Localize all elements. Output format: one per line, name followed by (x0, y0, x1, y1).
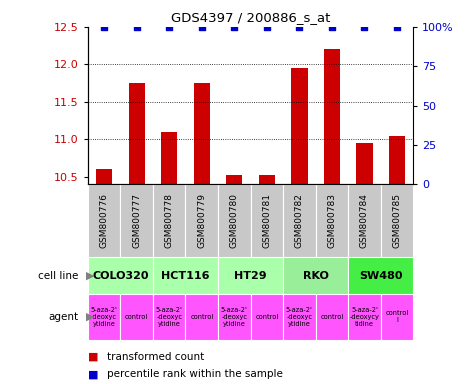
Point (230, 24, 238, 30)
Text: GSM800785: GSM800785 (392, 193, 401, 248)
Bar (291, 68, 307, 184)
Text: 5-aza-2'
-deoxyc
ytidine: 5-aza-2' -deoxyc ytidine (286, 307, 313, 327)
Point (263, 24, 271, 30)
Point (295, 24, 303, 30)
Bar (218, 257, 283, 294)
Text: ▶: ▶ (86, 270, 94, 281)
Text: GSM800777: GSM800777 (132, 193, 141, 248)
Text: GSM800783: GSM800783 (327, 193, 336, 248)
Bar (153, 257, 218, 294)
Text: GSM800784: GSM800784 (360, 194, 369, 248)
Bar (259, 175, 275, 184)
Text: COLO320: COLO320 (92, 270, 149, 281)
Bar (129, 83, 145, 184)
Text: 5-aza-2'
-deoxyc
ytidine: 5-aza-2' -deoxyc ytidine (91, 307, 118, 327)
Text: transformed count: transformed count (107, 352, 204, 362)
Bar (226, 175, 242, 184)
Bar (283, 257, 348, 294)
Bar (121, 294, 153, 340)
Bar (316, 184, 348, 257)
Bar (96, 169, 112, 184)
Bar (348, 294, 381, 340)
Text: cell line: cell line (38, 270, 78, 281)
Bar (283, 184, 316, 257)
Bar (356, 143, 372, 184)
Bar (381, 294, 413, 340)
Bar (283, 294, 316, 340)
Bar (324, 50, 340, 184)
Bar (88, 184, 121, 257)
Text: SW480: SW480 (359, 270, 402, 281)
Text: HCT116: HCT116 (161, 270, 210, 281)
Bar (218, 184, 251, 257)
Bar (251, 294, 283, 340)
Text: percentile rank within the sample: percentile rank within the sample (107, 369, 283, 379)
Text: RKO: RKO (303, 270, 329, 281)
Text: control: control (320, 314, 343, 320)
Text: control: control (125, 314, 148, 320)
Point (198, 24, 206, 30)
Text: 5-aza-2'
-deoxyc
ytidine: 5-aza-2' -deoxyc ytidine (156, 307, 183, 327)
Bar (348, 184, 381, 257)
Text: ■: ■ (88, 352, 98, 362)
Text: agent: agent (48, 312, 78, 322)
Text: ▶: ▶ (86, 312, 94, 322)
Text: GSM800778: GSM800778 (165, 193, 174, 248)
Bar (316, 294, 348, 340)
Title: GDS4397 / 200886_s_at: GDS4397 / 200886_s_at (171, 11, 330, 24)
Bar (153, 184, 185, 257)
Text: control
l: control l (385, 310, 408, 323)
Point (361, 24, 368, 30)
Text: GSM800779: GSM800779 (197, 193, 206, 248)
Bar (161, 132, 177, 184)
Bar (186, 294, 218, 340)
Text: 5-aza-2'
-deoxycy
tidine: 5-aza-2' -deoxycy tidine (350, 307, 380, 327)
Bar (389, 136, 405, 184)
Point (100, 24, 108, 30)
Text: ■: ■ (88, 369, 98, 379)
Point (165, 24, 173, 30)
Point (133, 24, 141, 30)
Text: 5-aza-2'
-deoxyc
ytidine: 5-aza-2' -deoxyc ytidine (221, 307, 248, 327)
Text: GSM800781: GSM800781 (262, 193, 271, 248)
Text: HT29: HT29 (234, 270, 267, 281)
Point (393, 24, 401, 30)
Bar (194, 83, 210, 184)
Bar (121, 184, 153, 257)
Text: control: control (190, 314, 213, 320)
Bar (218, 294, 251, 340)
Bar (153, 294, 185, 340)
Text: GSM800782: GSM800782 (295, 194, 304, 248)
Text: control: control (255, 314, 278, 320)
Bar (88, 257, 153, 294)
Bar (381, 184, 413, 257)
Bar (186, 184, 218, 257)
Bar (251, 184, 283, 257)
Text: GSM800780: GSM800780 (230, 193, 239, 248)
Bar (88, 294, 121, 340)
Bar (348, 257, 413, 294)
Point (328, 24, 336, 30)
Text: GSM800776: GSM800776 (100, 193, 109, 248)
